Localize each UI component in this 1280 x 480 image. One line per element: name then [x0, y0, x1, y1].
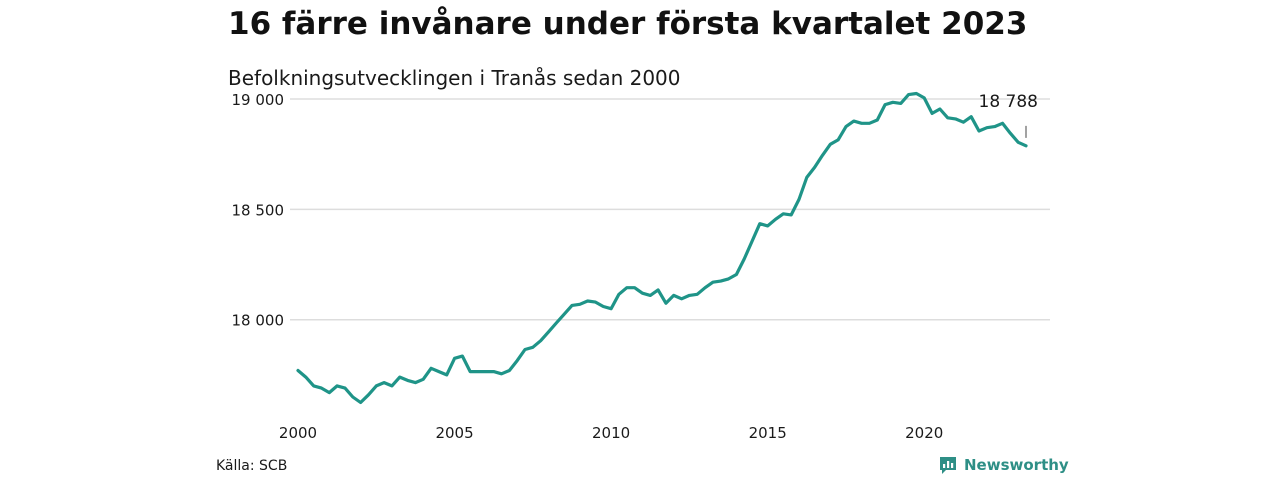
- series-layer: [296, 91, 1028, 405]
- x-tick-label: 2000: [279, 424, 317, 442]
- y-tick-label: 19 000: [232, 91, 285, 109]
- chart-logo-icon: [940, 457, 956, 474]
- population-line: [296, 91, 1028, 405]
- y-axis-labels: 18 000 18 500 19 000: [232, 91, 285, 330]
- x-axis-labels: 2000 2005 2010 2015 2020: [279, 424, 943, 442]
- x-tick-label: 2010: [592, 424, 630, 442]
- chart-title: 16 färre invånare under första kvartalet…: [228, 6, 1028, 42]
- y-tick-label: 18 000: [232, 312, 285, 330]
- chart-subtitle: Befolkningsutvecklingen i Tranås sedan 2…: [228, 66, 681, 90]
- annotation-layer: 18 788: [979, 92, 1038, 138]
- x-tick-label: 2020: [905, 424, 943, 442]
- brand-name: Newsworthy: [964, 456, 1069, 474]
- brand-logo[interactable]: Newsworthy: [938, 455, 1069, 475]
- last-value-label: 18 788: [979, 92, 1038, 112]
- source-note: Källa: SCB: [216, 458, 288, 474]
- grid-lines: [290, 98, 1050, 321]
- x-tick-label: 2015: [749, 424, 787, 442]
- y-tick-label: 18 500: [232, 201, 285, 219]
- x-tick-label: 2005: [435, 424, 473, 442]
